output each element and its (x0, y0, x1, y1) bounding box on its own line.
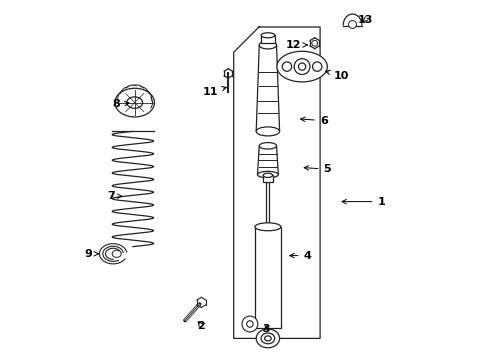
Ellipse shape (256, 329, 279, 348)
Text: 13: 13 (357, 15, 372, 25)
Text: 8: 8 (113, 99, 129, 109)
Text: 11: 11 (202, 86, 226, 97)
Polygon shape (266, 182, 269, 227)
Polygon shape (256, 45, 279, 131)
Ellipse shape (263, 173, 272, 177)
Polygon shape (257, 146, 278, 175)
Ellipse shape (256, 127, 279, 136)
Circle shape (298, 63, 305, 70)
Ellipse shape (259, 143, 276, 149)
Circle shape (311, 40, 317, 46)
Circle shape (348, 21, 356, 28)
Text: 12: 12 (285, 40, 306, 50)
Circle shape (242, 316, 257, 332)
Ellipse shape (254, 223, 280, 231)
Text: 3: 3 (262, 324, 269, 334)
Polygon shape (254, 227, 280, 328)
Ellipse shape (112, 250, 121, 257)
Ellipse shape (264, 336, 270, 341)
Polygon shape (276, 51, 326, 82)
Bar (261, 35, 274, 43)
Text: 6: 6 (300, 116, 327, 126)
Text: 1: 1 (341, 197, 385, 207)
Polygon shape (263, 175, 272, 182)
Ellipse shape (261, 333, 274, 344)
Text: 5: 5 (304, 164, 330, 174)
Circle shape (246, 321, 253, 327)
Ellipse shape (126, 97, 142, 108)
Circle shape (294, 59, 309, 75)
Text: 2: 2 (197, 321, 205, 331)
Circle shape (282, 62, 291, 71)
Circle shape (312, 62, 321, 71)
Text: 4: 4 (289, 251, 311, 261)
Ellipse shape (259, 41, 276, 49)
Text: 7: 7 (107, 191, 122, 201)
Ellipse shape (257, 171, 278, 178)
Ellipse shape (261, 33, 274, 38)
Ellipse shape (115, 88, 154, 117)
Text: 10: 10 (325, 70, 348, 81)
Text: 9: 9 (84, 249, 98, 259)
